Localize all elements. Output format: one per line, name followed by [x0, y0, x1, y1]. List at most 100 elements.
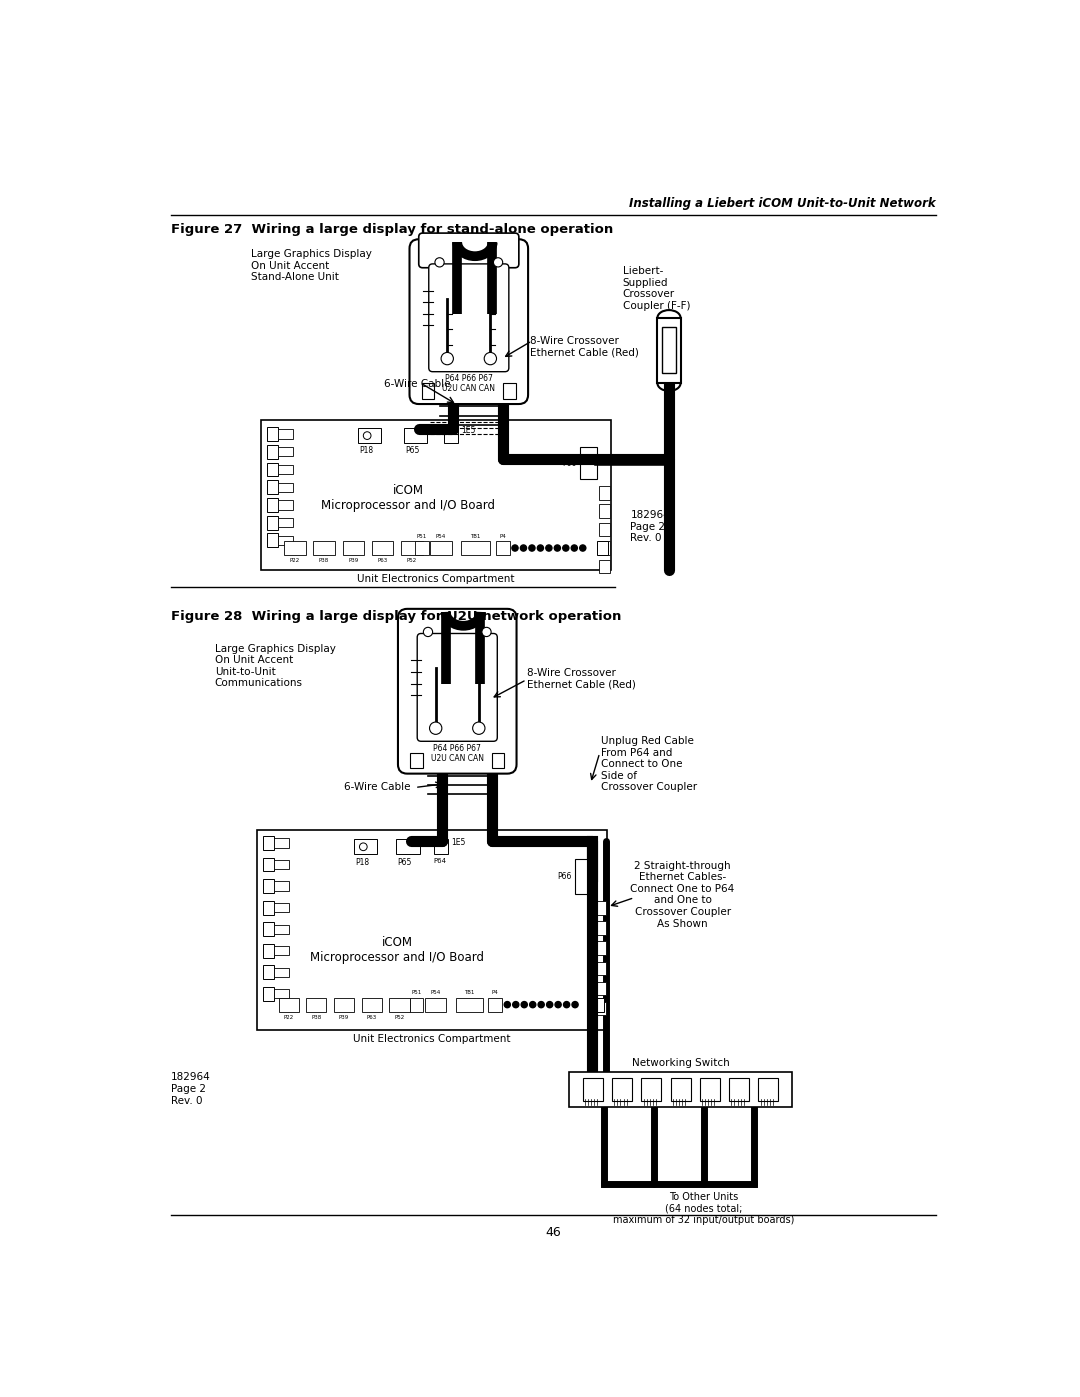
- Circle shape: [522, 1002, 527, 1007]
- Bar: [595, 961, 606, 975]
- Text: P63: P63: [366, 1014, 377, 1020]
- Bar: [583, 1077, 603, 1101]
- Bar: [599, 541, 610, 555]
- Text: Figure 28  Wiring a large display for U2U network operation: Figure 28 Wiring a large display for U2U…: [171, 610, 621, 623]
- Circle shape: [513, 1002, 518, 1007]
- Bar: [264, 922, 274, 936]
- Bar: [261, 420, 611, 570]
- Text: Networking Switch: Networking Switch: [632, 1058, 729, 1067]
- Text: P54: P54: [431, 990, 441, 996]
- Bar: [284, 541, 306, 555]
- Text: P64 P66 P67
U2U CAN CAN: P64 P66 P67 U2U CAN CAN: [431, 743, 484, 763]
- Bar: [390, 997, 409, 1011]
- Bar: [671, 1077, 690, 1101]
- Bar: [594, 997, 605, 1011]
- Bar: [595, 942, 606, 956]
- Text: 2 Straight-through
Ethernet Cables-
Connect One to P64
and One to
Crossover Coup: 2 Straight-through Ethernet Cables- Conn…: [631, 861, 734, 929]
- Text: P39: P39: [348, 557, 359, 563]
- Bar: [274, 882, 289, 891]
- Bar: [267, 534, 278, 548]
- Circle shape: [423, 627, 433, 637]
- Bar: [599, 522, 610, 536]
- Bar: [410, 753, 422, 768]
- Circle shape: [529, 545, 535, 550]
- Circle shape: [571, 545, 578, 550]
- Bar: [729, 1077, 750, 1101]
- Circle shape: [572, 1002, 578, 1007]
- Bar: [278, 447, 294, 457]
- Bar: [415, 541, 429, 555]
- FancyBboxPatch shape: [397, 609, 516, 774]
- Text: P54: P54: [436, 534, 446, 539]
- Bar: [278, 535, 294, 545]
- Bar: [264, 986, 274, 1000]
- Circle shape: [555, 1002, 562, 1007]
- Text: P38: P38: [319, 557, 329, 563]
- Bar: [267, 515, 278, 529]
- Bar: [264, 965, 274, 979]
- Text: P51: P51: [417, 534, 427, 539]
- Text: Figure 27  Wiring a large display for stand-alone operation: Figure 27 Wiring a large display for sta…: [171, 224, 613, 236]
- Text: 6-Wire Cable: 6-Wire Cable: [345, 782, 410, 792]
- Bar: [274, 989, 289, 999]
- Text: 8-Wire Crossover
Ethernet Cable (Red): 8-Wire Crossover Ethernet Cable (Red): [530, 335, 639, 358]
- Text: 6-Wire Cable: 6-Wire Cable: [384, 380, 450, 390]
- Bar: [488, 997, 502, 1011]
- Bar: [700, 1077, 719, 1101]
- Circle shape: [494, 257, 502, 267]
- Circle shape: [521, 545, 527, 550]
- Bar: [595, 982, 606, 996]
- Bar: [264, 835, 274, 849]
- Bar: [307, 997, 326, 1011]
- Text: P66: P66: [557, 872, 571, 880]
- Circle shape: [473, 722, 485, 735]
- Bar: [267, 497, 278, 511]
- Circle shape: [512, 545, 518, 550]
- Bar: [357, 427, 381, 443]
- Bar: [597, 541, 608, 555]
- Text: Unit Electronics Compartment: Unit Electronics Compartment: [357, 574, 515, 584]
- Text: 182964
Page 2
Rev. 0: 182964 Page 2 Rev. 0: [631, 510, 671, 543]
- Bar: [264, 944, 274, 958]
- Text: iCOM
Microprocessor and I/O Board: iCOM Microprocessor and I/O Board: [321, 485, 495, 513]
- Bar: [758, 1077, 779, 1101]
- Circle shape: [435, 257, 444, 267]
- Bar: [278, 429, 294, 439]
- Bar: [430, 541, 451, 555]
- Circle shape: [564, 1002, 569, 1007]
- Bar: [491, 753, 504, 768]
- Text: 1E5: 1E5: [451, 838, 465, 847]
- Text: P65: P65: [397, 858, 413, 866]
- Text: P52: P52: [407, 557, 417, 563]
- Circle shape: [580, 545, 585, 550]
- FancyBboxPatch shape: [409, 239, 528, 404]
- Bar: [313, 541, 335, 555]
- Bar: [569, 1073, 793, 1106]
- Bar: [354, 840, 377, 855]
- Bar: [456, 997, 483, 1011]
- Circle shape: [563, 545, 569, 550]
- Circle shape: [529, 1002, 536, 1007]
- Circle shape: [538, 1002, 544, 1007]
- Bar: [595, 922, 606, 936]
- Circle shape: [484, 352, 497, 365]
- Circle shape: [546, 1002, 553, 1007]
- Text: P64 P66 P67
U2U CAN CAN: P64 P66 P67 U2U CAN CAN: [443, 374, 496, 394]
- Bar: [264, 901, 274, 915]
- Bar: [396, 840, 419, 855]
- Bar: [278, 465, 294, 474]
- Bar: [274, 968, 289, 977]
- Bar: [599, 504, 610, 518]
- Bar: [264, 858, 274, 872]
- Text: P38: P38: [311, 1014, 322, 1020]
- Bar: [658, 317, 680, 383]
- Text: P51: P51: [411, 990, 421, 996]
- Text: P18: P18: [360, 447, 374, 455]
- Bar: [599, 560, 610, 573]
- Circle shape: [538, 545, 543, 550]
- Bar: [372, 541, 393, 555]
- Bar: [401, 541, 422, 555]
- Text: Large Graphics Display
On Unit Accent
Unit-to-Unit
Communications: Large Graphics Display On Unit Accent Un…: [215, 644, 336, 689]
- Circle shape: [360, 842, 367, 851]
- Bar: [274, 902, 289, 912]
